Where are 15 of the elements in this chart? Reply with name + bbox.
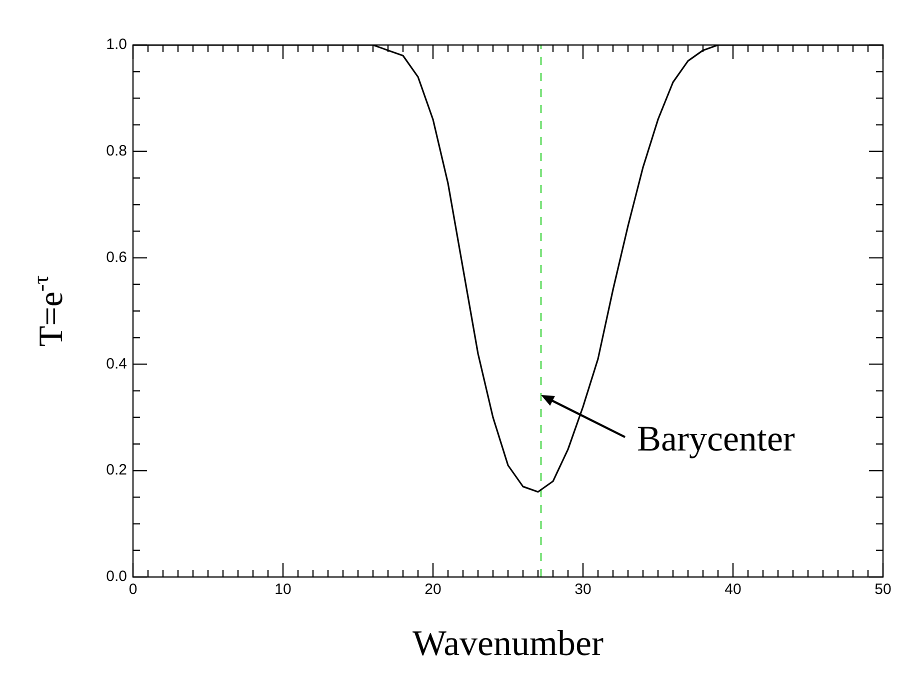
y-tick-label: 0.8 bbox=[106, 142, 127, 160]
y-tick-label: 0.6 bbox=[106, 248, 127, 266]
x-tick-label: 40 bbox=[724, 581, 742, 598]
x-axis-title: Wavenumber bbox=[412, 622, 604, 663]
y-tick-label: 0.4 bbox=[106, 355, 127, 372]
x-tick-label: 50 bbox=[874, 581, 892, 598]
annotation: Barycenter bbox=[637, 418, 795, 459]
x-tick-label: 20 bbox=[424, 581, 442, 598]
x-tick-label: 30 bbox=[574, 581, 592, 598]
y-tick-label: 0.2 bbox=[106, 462, 127, 479]
x-tick-label: 0 bbox=[128, 581, 138, 598]
y-tick-label: 0.0 bbox=[106, 568, 127, 586]
x-tick-label: 10 bbox=[274, 581, 292, 598]
y-tick-label: 1.0 bbox=[106, 36, 127, 54]
y-axis-title: T=e-τ bbox=[28, 275, 70, 347]
